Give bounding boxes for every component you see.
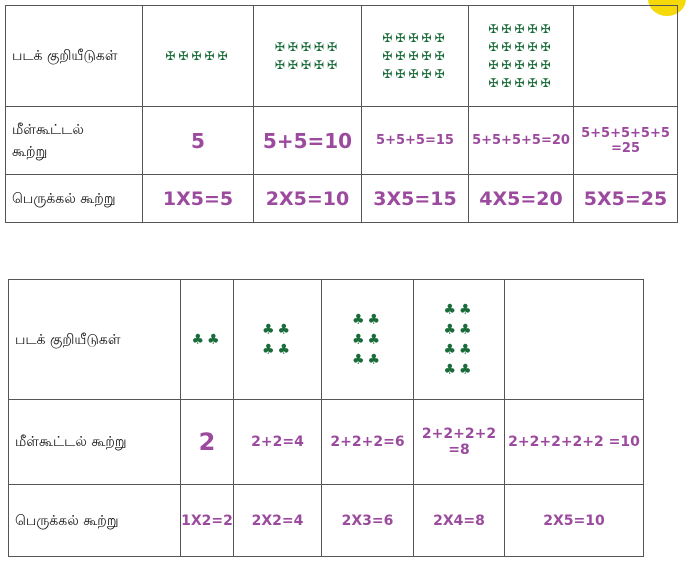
multiplication-cell: 2X5=10: [253, 174, 362, 223]
symbol-group: ♣♣: [191, 332, 222, 348]
club-icon: ♣♣: [261, 341, 294, 358]
symbol-cell: ✠✠✠✠✠ ✠✠✠✠✠ ✠✠✠✠✠: [361, 5, 469, 107]
club-icon: ♣♣: [351, 311, 384, 328]
addition-statement: 2+2+2+2 =8: [421, 426, 497, 458]
addition-statement: 2+2=4: [251, 434, 304, 450]
maltese-cross-icon: ✠✠✠✠✠: [382, 49, 448, 63]
club-icon: ♣♣: [351, 351, 384, 368]
maltese-cross-icon: ✠✠✠✠✠: [274, 40, 341, 54]
addition-statement: 2+2+2=6: [330, 434, 405, 450]
club-icon: ♣♣: [443, 301, 475, 318]
row-label-text: படக் குறியீடுகள்: [12, 48, 118, 64]
row-label-multiplication: பெருக்கல் கூற்று: [8, 484, 181, 557]
row-label-text: படக் குறியீடுகள்: [15, 331, 121, 348]
addition-cell: 5+5+5=15: [361, 106, 469, 175]
multiplication-cell: 4X5=20: [468, 174, 574, 223]
row-label-multiplication: பெருக்கல் கூற்று: [5, 174, 143, 223]
addition-cell: 2+2+2+2 =8: [413, 399, 505, 485]
multiplication-cell: 2X5=10: [504, 484, 644, 557]
maltese-cross-icon: ✠✠✠✠✠: [488, 22, 554, 36]
addition-statement: 5: [191, 128, 205, 153]
symbol-cell: ✠✠✠✠✠ ✠✠✠✠✠: [253, 5, 362, 107]
symbol-group: ✠✠✠✠✠ ✠✠✠✠✠ ✠✠✠✠✠: [382, 31, 447, 81]
maltese-cross-icon: ✠✠✠✠✠: [165, 49, 231, 63]
symbol-group: ✠✠✠✠✠ ✠✠✠✠✠ ✠✠✠✠✠ ✠✠✠✠✠: [488, 22, 553, 90]
row-label-symbols: படக் குறியீடுகள்: [8, 279, 181, 400]
maltese-cross-icon: ✠✠✠✠✠: [382, 31, 448, 45]
multiplication-statement: 1X5=5: [162, 187, 234, 210]
addition-cell: 2+2=4: [233, 399, 322, 485]
club-icon: ♣♣: [443, 321, 475, 338]
multiplication-cell: 2X3=6: [321, 484, 414, 557]
multiplication-statement: 5X5=25: [583, 187, 668, 210]
symbol-cell: ♣♣ ♣♣ ♣♣ ♣♣: [413, 279, 505, 400]
symbol-group: ♣♣ ♣♣ ♣♣ ♣♣: [443, 302, 474, 378]
addition-statement: 5+5=10: [262, 128, 353, 153]
symbol-cell: ♣♣ ♣♣ ♣♣: [321, 279, 414, 400]
multiplication-statement: 2X5=10: [265, 187, 350, 210]
addition-statement: 5+5+5+5+5 =25: [581, 125, 670, 156]
maltese-cross-icon: ✠✠✠✠✠: [382, 67, 448, 81]
row-label-text: மீள்கூட்டல் கூற்று: [15, 434, 127, 450]
symbol-cell: ♣♣ ♣♣: [233, 279, 322, 400]
row-label-text: பெருக்கல் கூற்று: [12, 190, 116, 207]
maltese-cross-icon: ✠✠✠✠✠: [488, 40, 554, 54]
multiplication-cell: 3X5=15: [361, 174, 469, 223]
multiplication-statement: 2X2=4: [251, 512, 304, 529]
club-icon: ♣♣: [261, 321, 294, 338]
club-icon: ♣♣: [351, 331, 384, 348]
addition-cell: 2+2+2=6: [321, 399, 414, 485]
multiplication-cell: 2X2=4: [233, 484, 322, 557]
multiplication-cell: 2X4=8: [413, 484, 505, 557]
multiplication-statement: 1X2=2: [181, 512, 233, 529]
maltese-cross-icon: ✠✠✠✠✠: [488, 76, 554, 90]
symbol-cell: [573, 5, 678, 107]
addition-statement: 2: [198, 428, 216, 456]
yellow-badge: [648, 0, 686, 16]
addition-statement: 2+2+2+2+2 =10: [508, 434, 640, 450]
addition-cell: 2+2+2+2+2 =10: [504, 399, 644, 485]
club-icon: ♣♣: [191, 331, 223, 348]
addition-cell: 5+5+5+5=20: [468, 106, 574, 175]
addition-cell: 2: [180, 399, 234, 485]
symbol-cell: [504, 279, 644, 400]
row-label-text: மீள்கூட்டல் கூற்று: [12, 121, 84, 160]
multiplication-cell: 1X2=2: [180, 484, 234, 557]
club-icon: ♣♣: [443, 361, 475, 378]
symbol-group: ♣♣ ♣♣ ♣♣: [352, 312, 383, 368]
multiplication-statement: 2X4=8: [433, 512, 485, 529]
multiplication-cell: 1X5=5: [142, 174, 254, 223]
row-label-addition: மீள்கூட்டல் கூற்று: [8, 399, 181, 485]
addition-cell: 5: [142, 106, 254, 175]
symbol-cell: ✠✠✠✠✠: [142, 5, 254, 107]
multiplication-statement: 2X5=10: [543, 512, 605, 529]
addition-cell: 5+5+5+5+5 =25: [573, 106, 678, 175]
symbol-cell: ✠✠✠✠✠ ✠✠✠✠✠ ✠✠✠✠✠ ✠✠✠✠✠: [468, 5, 574, 107]
addition-statement: 5+5+5+5=20: [472, 133, 570, 148]
row-label-text: பெருக்கல் கூற்று: [15, 512, 119, 529]
symbol-cell: ♣♣: [180, 279, 234, 400]
maltese-cross-icon: ✠✠✠✠✠: [488, 58, 554, 72]
addition-cell: 5+5=10: [253, 106, 362, 175]
multiplication-cell: 5X5=25: [573, 174, 678, 223]
symbol-group: ♣♣ ♣♣: [262, 322, 293, 358]
multiplication-statement: 4X5=20: [479, 187, 563, 210]
symbol-group: ✠✠✠✠✠: [165, 49, 230, 63]
multiplication-statement: 2X3=6: [341, 512, 394, 529]
club-icon: ♣♣: [443, 341, 475, 358]
addition-statement: 5+5+5=15: [376, 133, 454, 148]
row-label-addition: மீள்கூட்டல் கூற்று: [5, 106, 143, 175]
maltese-cross-icon: ✠✠✠✠✠: [274, 58, 341, 72]
multiplication-statement: 3X5=15: [373, 187, 457, 210]
symbol-group: ✠✠✠✠✠ ✠✠✠✠✠: [275, 40, 340, 72]
row-label-symbols: படக் குறியீடுகள்: [5, 5, 143, 107]
